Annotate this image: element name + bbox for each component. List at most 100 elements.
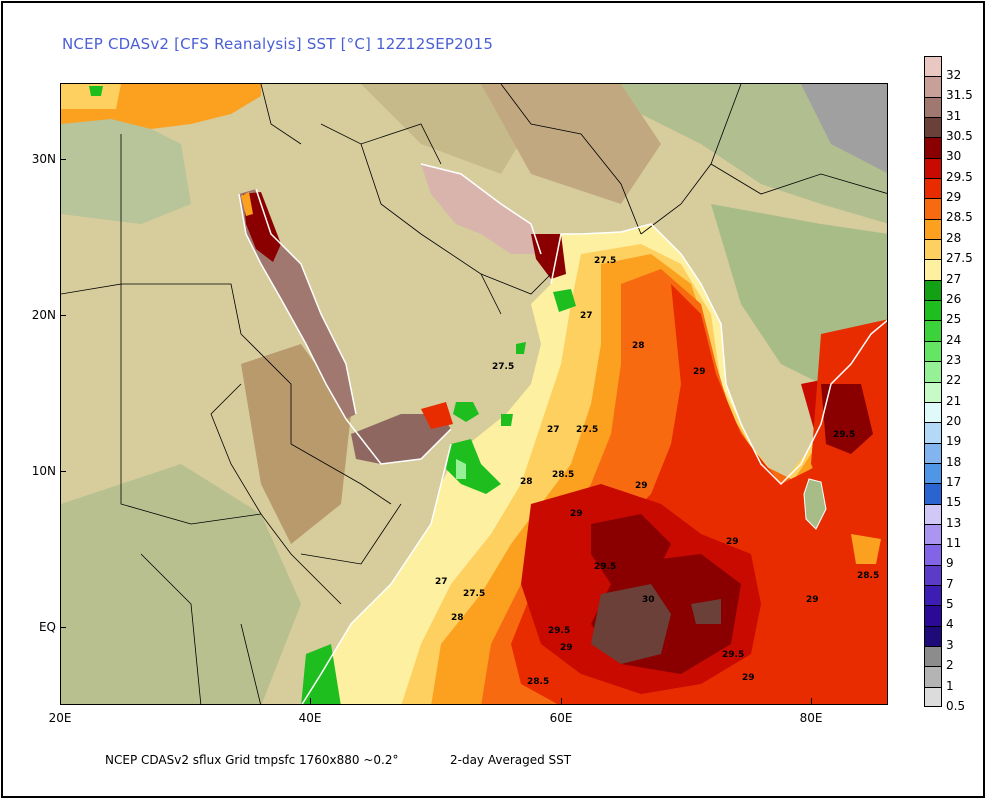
colorbar-swatch <box>924 544 942 565</box>
colorbar-swatch <box>924 483 942 504</box>
lat-label-30n: 30N <box>31 152 56 166</box>
contour-label: 28 <box>451 613 464 623</box>
colorbar-level-label: 27 <box>946 271 962 286</box>
gulf-of-aden <box>351 414 451 464</box>
lon-tick-40e <box>310 698 311 704</box>
ocean-bay-bengal-30 <box>821 384 873 454</box>
ocean-socotra-green <box>453 402 479 422</box>
colorbar-level-label: 29 <box>946 190 962 205</box>
colorbar-swatch <box>924 340 942 362</box>
colorbar-swatch <box>924 157 942 179</box>
contour-label: 29.5 <box>548 626 570 636</box>
land-green-africa-south <box>61 464 301 704</box>
contour-label: 27.5 <box>576 425 598 435</box>
contour-label: 30 <box>642 595 655 605</box>
contour-label: 28.5 <box>552 470 574 480</box>
colorbar-swatch <box>924 239 942 260</box>
land-green-libya <box>61 114 191 224</box>
contour-label: 28.5 <box>857 571 879 581</box>
contour-label: 29 <box>693 367 706 377</box>
colorbar-level-label: 21 <box>946 393 962 408</box>
colorbar-level-label: 1 <box>946 678 954 693</box>
lon-label-60e: 60E <box>549 711 573 725</box>
colorbar-level-label: 28.5 <box>946 210 973 225</box>
land-tibet <box>801 84 887 173</box>
colorbar-swatch <box>924 320 942 341</box>
country-borders <box>61 84 887 704</box>
footer-source: NCEP CDASv2 sflux Grid tmpsfc 1760x880 ~… <box>105 753 399 767</box>
contour-label-layer: 27.5 27 28 29 27.5 27 27.5 29.5 28.5 28 29 29 29 29.5… <box>435 256 879 687</box>
colorbar-swatch <box>924 645 942 667</box>
lon-label-80e: 80E <box>799 711 823 725</box>
red-sea-north <box>243 192 281 262</box>
colorbar-level-label: 13 <box>946 515 962 530</box>
ocean-somali-upwelling <box>446 439 501 494</box>
colorbar-level-label: 22 <box>946 373 962 388</box>
lat-label-eq: EQ <box>38 620 56 634</box>
colorbar-swatch <box>924 117 942 138</box>
ocean-305-east <box>691 599 721 624</box>
sri-lanka <box>803 478 827 530</box>
contour-label: 27 <box>547 425 560 435</box>
map-canvas <box>61 84 887 704</box>
contour-label: 29 <box>726 537 739 547</box>
colorbar-swatch <box>924 381 942 402</box>
colorbar-level-label: 27.5 <box>946 251 973 266</box>
map-title: NCEP CDASv2 [CFS Reanalysis] SST [°C] 12… <box>62 35 494 53</box>
colorbar-swatch <box>924 584 942 606</box>
ocean-green-spot <box>501 414 513 426</box>
colorbar-swatch <box>924 300 942 321</box>
lon-label-20e: 20E <box>48 711 72 725</box>
colorbar-level-label: 24 <box>946 332 962 347</box>
contour-label: 29.5 <box>722 650 744 660</box>
land-iran <box>481 84 661 204</box>
gulf-of-suez <box>241 192 253 216</box>
colorbar-level-label: 7 <box>946 576 954 591</box>
sst-map <box>60 83 888 705</box>
lon-tick-60e <box>561 698 562 704</box>
contour-label: 28 <box>632 341 645 351</box>
colorbar-level-label: 17 <box>946 475 962 489</box>
land-iraq <box>361 84 531 174</box>
colorbar-level-label: 31.5 <box>946 88 973 103</box>
gulf-of-aden-east <box>421 402 453 429</box>
contour-label: 27.5 <box>463 589 485 599</box>
colorbar-level-label: 20 <box>946 413 962 428</box>
colorbar-swatch <box>924 279 942 301</box>
colorbar-swatch <box>924 56 942 77</box>
lat-tick-30n <box>60 159 66 160</box>
colorbar-swatch <box>924 564 942 585</box>
colorbar-swatch <box>924 198 942 219</box>
contour-label: 29 <box>560 643 573 653</box>
contour-label: 29 <box>806 595 819 605</box>
mediterranean-green <box>89 86 103 96</box>
gulf-of-oman <box>531 234 566 279</box>
colorbar-level-label: 3 <box>946 637 954 652</box>
colorbar <box>924 56 942 707</box>
ocean-somali-cool <box>456 459 466 479</box>
contour-label: 27 <box>580 311 593 321</box>
ocean-oman-green <box>553 289 576 312</box>
colorbar-swatch <box>924 178 942 199</box>
colorbar-level-label: 30 <box>946 149 962 164</box>
colorbar-level-label: 23 <box>946 352 962 367</box>
colorbar-swatch <box>924 76 942 97</box>
contour-label: 27.5 <box>492 362 514 372</box>
mediterranean-west <box>61 84 121 109</box>
colorbar-level-label: 15 <box>946 495 962 510</box>
lat-tick-10n <box>60 471 66 472</box>
colorbar-swatch <box>924 361 942 382</box>
contour-label: 28.5 <box>527 677 549 687</box>
colorbar-level-label: 18 <box>946 454 962 469</box>
contour-label: 28 <box>520 477 533 487</box>
colorbar-level-label: 4 <box>946 617 954 632</box>
colorbar-level-label: 9 <box>946 556 954 571</box>
colorbar-swatch <box>924 686 942 707</box>
coastlines <box>238 163 887 704</box>
colorbar-level-label: 26 <box>946 291 962 306</box>
contour-label: 29 <box>570 509 583 519</box>
colorbar-swatch <box>924 218 942 240</box>
footer-note: 2-day Averaged SST <box>450 753 572 767</box>
colorbar-level-label: 30.5 <box>946 129 973 144</box>
ocean-east-285 <box>851 534 881 564</box>
